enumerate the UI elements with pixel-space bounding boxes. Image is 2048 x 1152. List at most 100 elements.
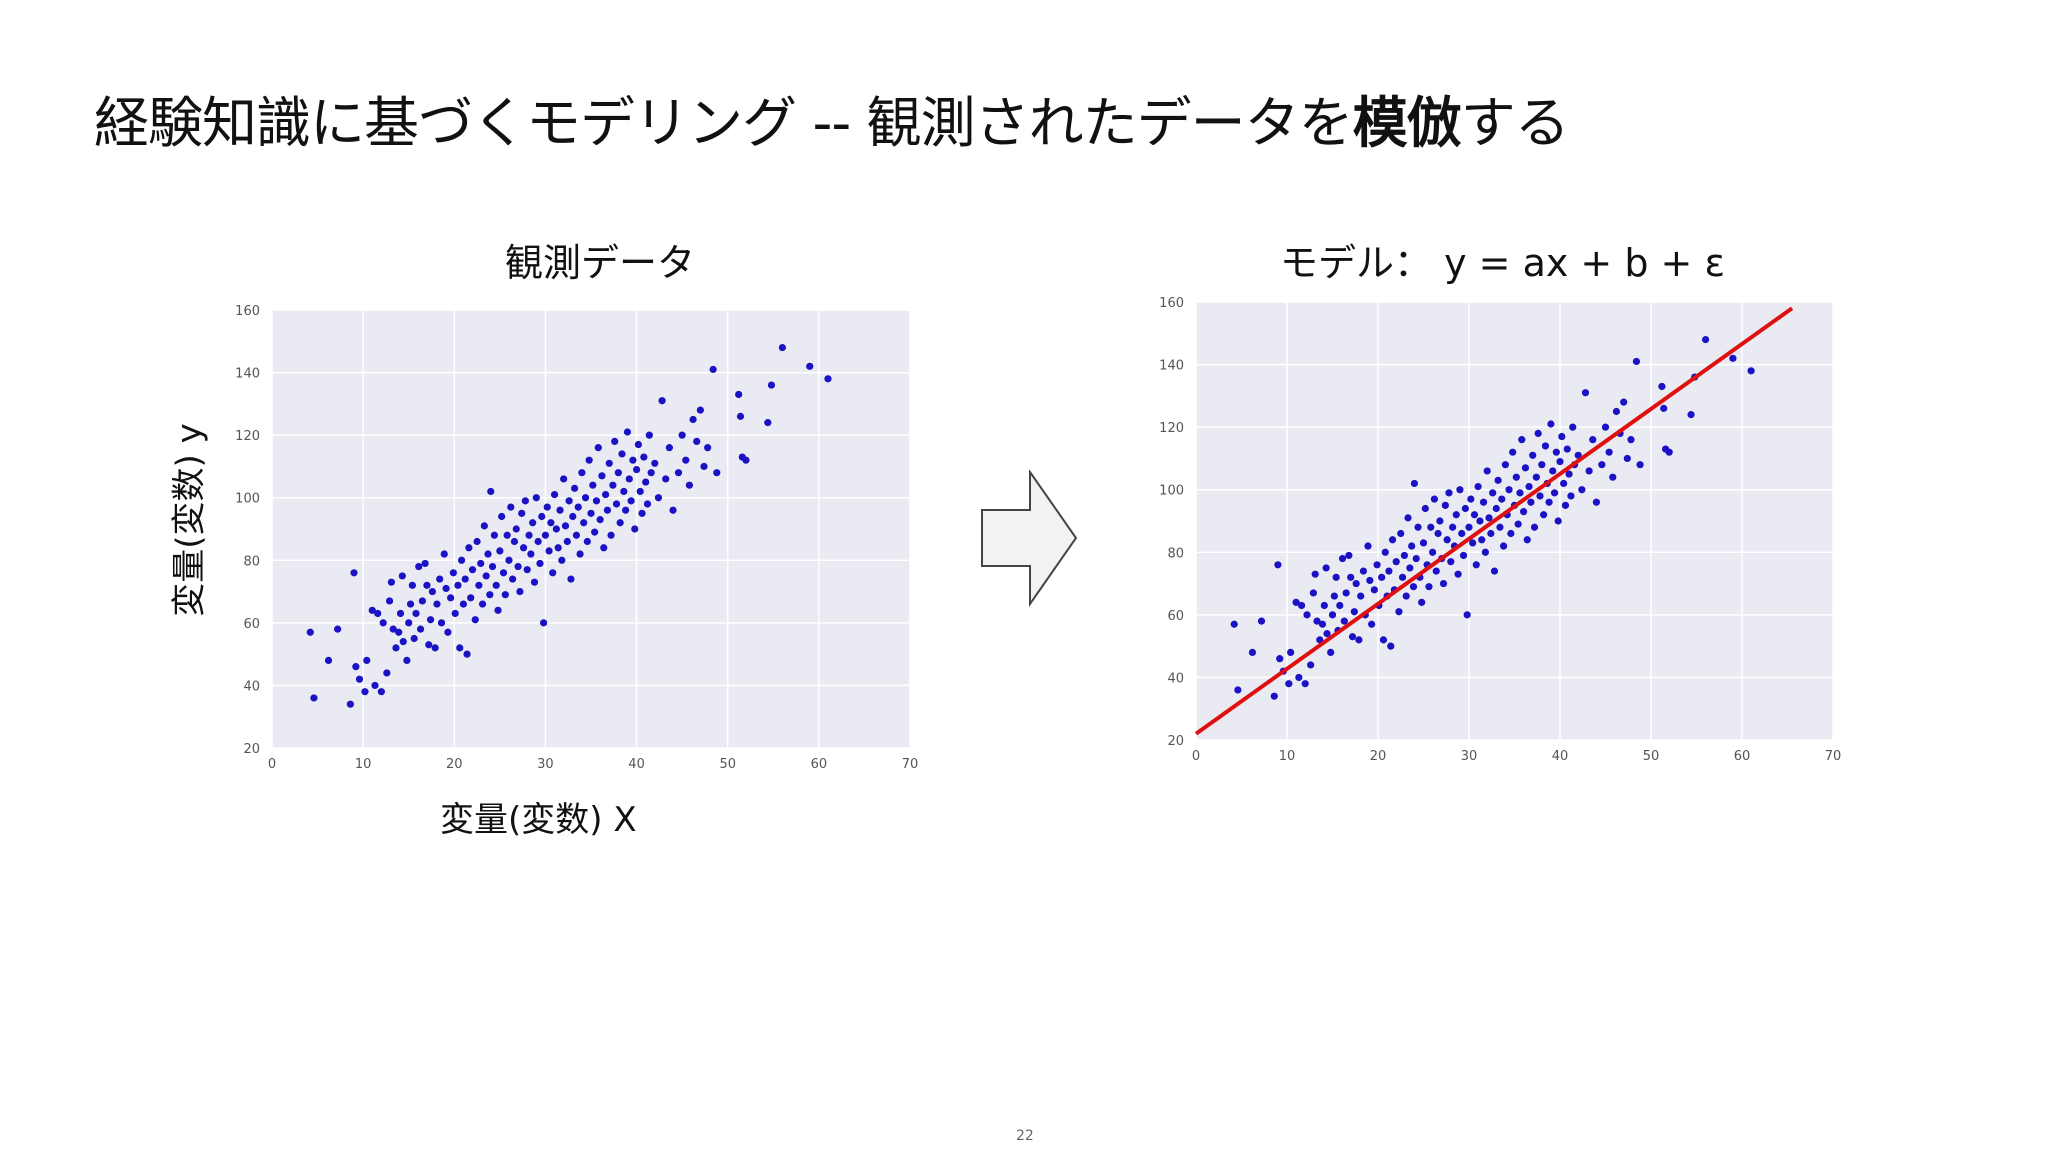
right-data-point xyxy=(1355,636,1363,644)
left-data-point xyxy=(654,494,663,502)
right-data-point xyxy=(1459,551,1468,560)
left-data-point xyxy=(607,531,615,539)
right-data-point xyxy=(1547,420,1555,428)
left-data-point xyxy=(824,375,832,383)
right-data-point xyxy=(1230,620,1238,628)
left-data-point xyxy=(767,381,776,389)
left-y-tick-label: 100 xyxy=(235,492,260,507)
left-data-point xyxy=(549,569,557,577)
left-data-point xyxy=(451,609,459,618)
left-data-point xyxy=(598,472,606,480)
left-data-point xyxy=(374,609,382,618)
left-x-tick-label: 20 xyxy=(446,757,463,772)
left-data-point xyxy=(355,675,364,683)
left-data-point xyxy=(509,575,517,583)
left-data-point xyxy=(383,669,391,677)
left-data-point xyxy=(669,506,677,514)
right-x-tick-label: 20 xyxy=(1370,749,1387,764)
left-data-point xyxy=(634,440,642,449)
left-data-point xyxy=(806,362,814,370)
right-data-point xyxy=(1609,473,1617,481)
right-data-point xyxy=(1520,508,1528,516)
right-data-point xyxy=(1425,583,1433,591)
right-y-tick-label: 160 xyxy=(1159,296,1184,311)
right-data-point xyxy=(1359,567,1368,575)
right-data-point xyxy=(1338,554,1347,563)
left-data-point xyxy=(614,469,622,477)
left-data-point xyxy=(363,656,371,665)
left-data-point xyxy=(636,487,644,496)
right-data-point xyxy=(1532,473,1540,481)
left-data-point xyxy=(457,556,466,564)
right-data-point xyxy=(1373,561,1381,569)
left-data-point xyxy=(387,578,395,586)
left-data-point xyxy=(361,688,369,696)
right-data-point xyxy=(1412,554,1420,563)
right-data-point xyxy=(1467,495,1475,503)
left-data-point xyxy=(498,512,506,521)
left-data-point xyxy=(689,415,697,424)
right-data-point xyxy=(1521,464,1530,472)
left-data-point xyxy=(484,550,492,558)
left-data-point xyxy=(503,531,511,539)
right-data-point xyxy=(1443,536,1451,544)
left-data-point xyxy=(425,641,433,649)
left-data-point xyxy=(468,566,477,574)
left-data-point xyxy=(523,566,531,574)
right-data-point xyxy=(1487,529,1495,538)
right-data-point xyxy=(1385,567,1393,575)
left-x-tick-label: 50 xyxy=(719,757,736,772)
right-arrow-icon xyxy=(981,470,1078,608)
right-chart-title: モデル： y = ax + b + ε xyxy=(1280,241,1725,285)
right-data-point xyxy=(1469,539,1477,547)
left-data-point xyxy=(403,656,411,665)
right-data-point xyxy=(1307,661,1315,669)
left-data-point xyxy=(346,700,354,708)
left-data-point xyxy=(591,528,599,536)
right-data-point xyxy=(1470,511,1479,519)
left-data-point xyxy=(576,550,584,558)
right-data-point xyxy=(1660,404,1668,412)
right-data-point xyxy=(1388,536,1397,544)
right-data-point xyxy=(1501,461,1509,469)
title-tail: する xyxy=(1460,91,1570,155)
right-data-point xyxy=(1479,498,1488,506)
left-data-point xyxy=(552,525,560,533)
left-data-point xyxy=(611,437,619,445)
right-data-point xyxy=(1313,617,1321,625)
right-data-point xyxy=(1449,523,1457,531)
left-data-point xyxy=(704,444,712,452)
right-data-point xyxy=(1525,482,1533,491)
right-data-point xyxy=(1552,448,1560,456)
left-data-point xyxy=(490,531,498,539)
right-data-point xyxy=(1530,523,1539,531)
left-data-point xyxy=(618,450,626,458)
left-data-point xyxy=(558,556,566,564)
left-y-tick-label: 60 xyxy=(243,617,260,632)
right-data-point xyxy=(1540,511,1548,519)
right-data-point xyxy=(1589,436,1597,444)
right-data-point xyxy=(1429,548,1437,556)
right-data-point xyxy=(1427,523,1435,531)
left-data-point xyxy=(471,616,479,624)
right-data-point xyxy=(1276,655,1284,663)
left-data-point xyxy=(352,663,360,671)
right-data-point xyxy=(1234,686,1242,694)
right-data-point xyxy=(1345,551,1353,560)
right-data-point xyxy=(1328,611,1337,619)
right-data-point xyxy=(1490,567,1499,575)
right-y-tick-label: 40 xyxy=(1167,671,1184,686)
right-data-point xyxy=(1456,486,1464,494)
left-data-point xyxy=(612,500,621,508)
right-data-point xyxy=(1463,611,1471,619)
right-data-point xyxy=(1585,467,1593,475)
right-data-point xyxy=(1342,589,1350,597)
right-data-point xyxy=(1419,539,1428,547)
left-data-point xyxy=(398,572,406,580)
left-data-point xyxy=(510,537,519,546)
left-data-point xyxy=(389,625,397,633)
left-data-point xyxy=(581,494,590,502)
title-main: 経験知識に基づくモデリング -- 観測されたデータを xyxy=(94,91,1354,155)
left-data-point xyxy=(685,481,694,489)
page-number: 22 xyxy=(1016,1128,1034,1144)
